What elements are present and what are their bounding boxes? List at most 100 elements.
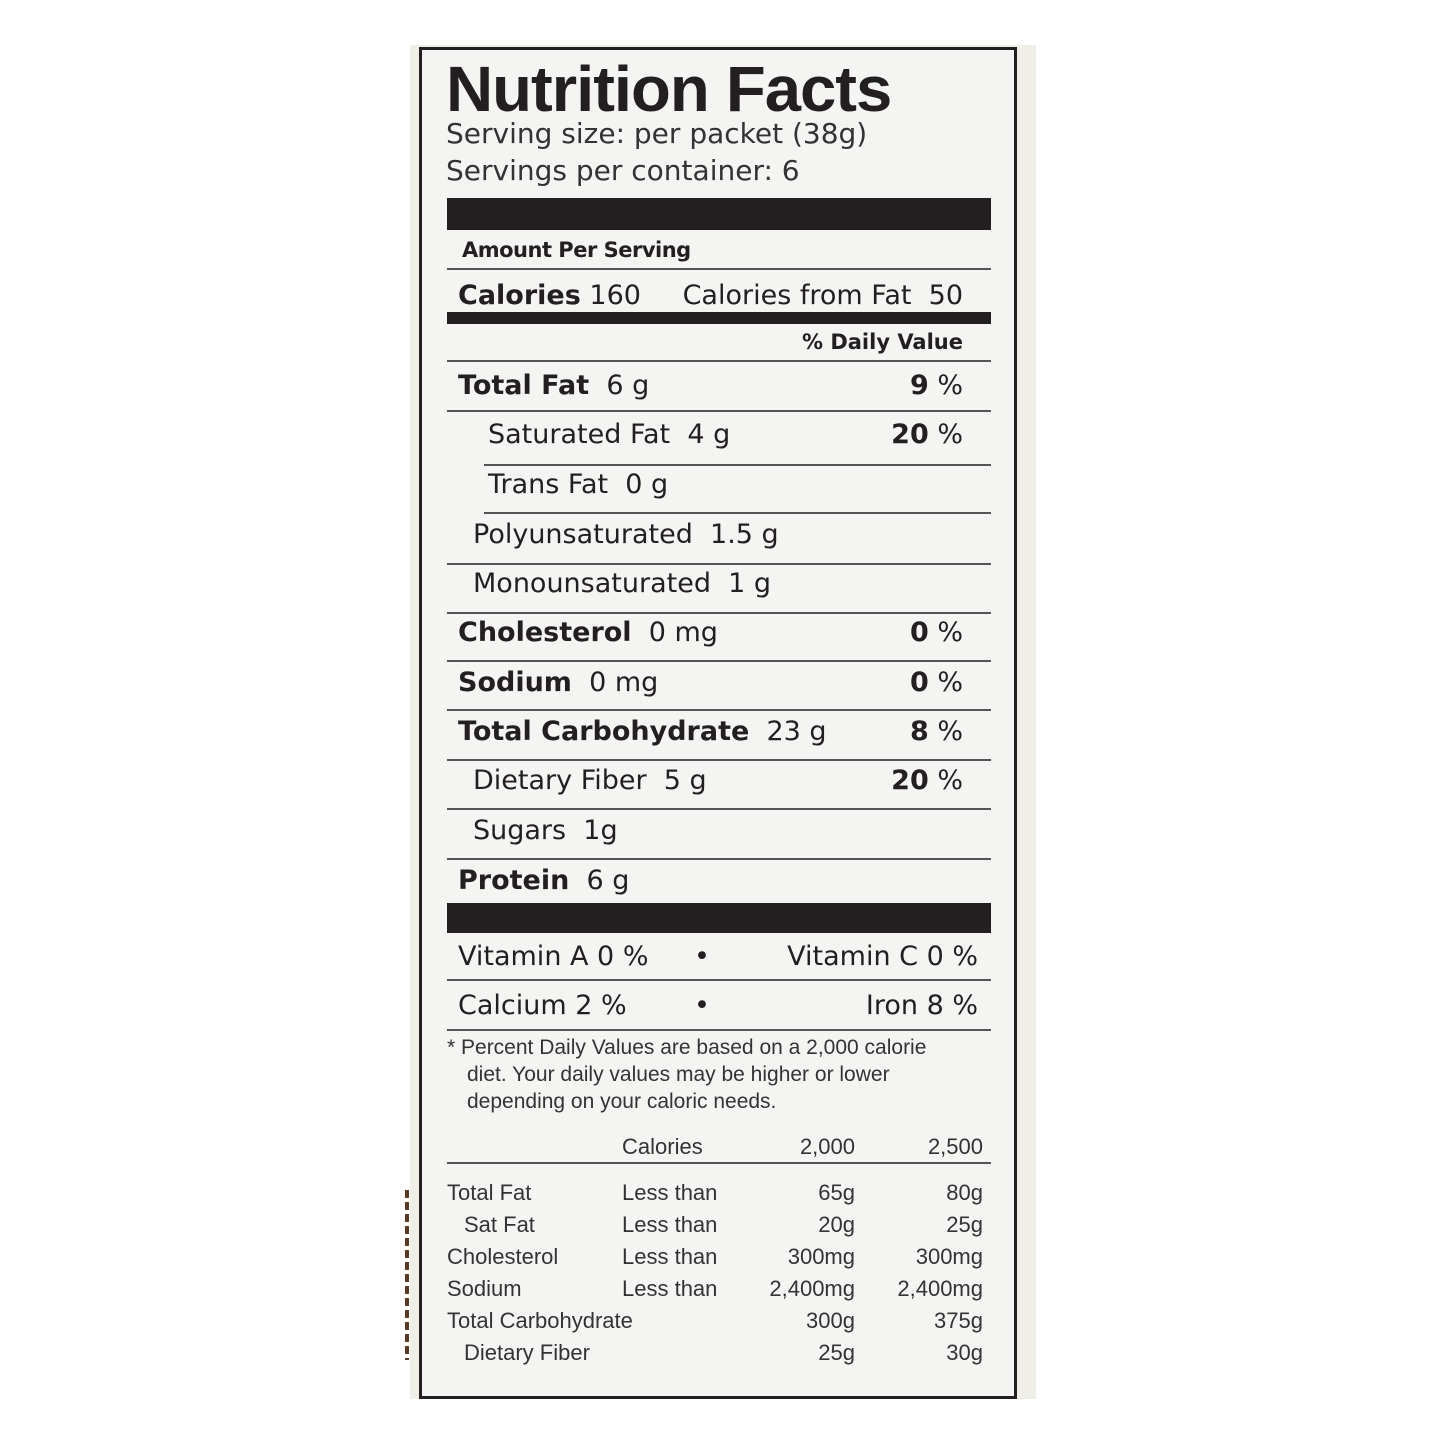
- divider: [447, 1162, 991, 1164]
- footnote-line: depending on your caloric needs.: [467, 1090, 777, 1113]
- daily-value-number: 20: [891, 765, 929, 796]
- nutrition-label: [419, 47, 1017, 1399]
- nutrient-row: Monounsaturated 1 g: [0, 564, 1445, 604]
- divider: [447, 268, 991, 270]
- divider: [447, 612, 991, 614]
- vitamin-right: Iron 8 %: [865, 990, 978, 1021]
- table-cell: 300mg: [787, 1244, 855, 1269]
- nutrient-row: Saturated Fat 4 g 20 %: [0, 415, 1445, 455]
- nutrient-row: Protein 6 g: [0, 861, 1445, 901]
- nutrient-name: Polyunsaturated: [473, 519, 693, 550]
- nutrient-row: Total Fat 6 g 9 %: [0, 366, 1445, 406]
- table-cell: 2,400mg: [897, 1276, 983, 1301]
- daily-value-percent: 20 %: [891, 415, 963, 455]
- percent-sign: %: [937, 765, 963, 796]
- medium-divider: [447, 312, 991, 324]
- divider: [447, 808, 991, 810]
- table-row-label: Sodium: [447, 1276, 522, 1301]
- nutrient-row: Sodium 0 mg 0 %: [0, 663, 1445, 703]
- nutrient-amount: 1 g: [728, 568, 772, 599]
- calories-label: Calories: [458, 280, 581, 311]
- amount-per-serving: Amount Per Serving: [462, 238, 691, 262]
- nutrient-row: Dietary Fiber 5 g 20 %: [0, 761, 1445, 801]
- table-row-label: Dietary Fiber: [464, 1340, 590, 1365]
- vitamin-right: Vitamin C 0 %: [787, 941, 978, 972]
- table-cell: 80g: [946, 1180, 983, 1205]
- bullet: •: [694, 990, 710, 1021]
- daily-value-number: 20: [891, 419, 929, 450]
- divider: [447, 759, 991, 761]
- calories-row: Calories 160 Calories from Fat 50: [0, 276, 1445, 316]
- percent-sign: %: [937, 370, 963, 401]
- table-cell: 25g: [946, 1212, 983, 1237]
- table-cell: 300mg: [915, 1244, 983, 1269]
- thick-divider: [447, 198, 991, 230]
- nutrient-name: Sodium: [458, 667, 572, 698]
- nutrient-row: Polyunsaturated 1.5 g: [0, 515, 1445, 555]
- serving-size: Serving size: per packet (38g): [446, 117, 868, 150]
- servings-per-container: Servings per container: 6: [446, 154, 800, 187]
- footnote-line: diet. Your daily values may be higher or…: [467, 1063, 890, 1086]
- table-cell: 375g: [934, 1308, 983, 1333]
- nutrient-name: Protein: [458, 865, 570, 896]
- table-row-label: Total Fat: [447, 1180, 532, 1205]
- daily-value-percent: 20 %: [891, 761, 963, 801]
- label-title: Nutrition Facts: [446, 53, 892, 125]
- daily-value-percent: 0 %: [910, 613, 963, 653]
- nutrient-amount: 5 g: [663, 765, 707, 796]
- daily-value-number: 9: [909, 370, 929, 401]
- table-row-label: Cholesterol: [447, 1244, 559, 1269]
- daily-value-number: 0: [909, 667, 929, 698]
- table-cell: Less than: [622, 1180, 718, 1205]
- footnote-line: * Percent Daily Values are based on a 2,…: [447, 1036, 927, 1059]
- nutrient-amount: 1g: [583, 815, 618, 846]
- table-cell: 2,400mg: [769, 1276, 855, 1301]
- nutrient-row: Trans Fat 0 g: [0, 465, 1445, 505]
- daily-value-number: 8: [909, 716, 929, 747]
- package-edge-pattern: [405, 1190, 409, 1360]
- divider: [447, 979, 991, 981]
- table-cell: Calories: [622, 1134, 703, 1159]
- nutrient-name: Cholesterol: [458, 617, 632, 648]
- daily-value-percent: 0 %: [910, 663, 963, 703]
- daily-value-number: 0: [909, 617, 929, 648]
- bullet: •: [694, 941, 710, 972]
- nutrient-row: Total Carbohydrate 23 g 8 %: [0, 712, 1445, 752]
- percent-sign: %: [937, 716, 963, 747]
- divider: [484, 464, 991, 466]
- table-cell: 300g: [806, 1308, 855, 1333]
- nutrient-amount: 6 g: [606, 370, 650, 401]
- table-cell: 25g: [818, 1340, 855, 1365]
- nutrient-name: Dietary Fiber: [473, 765, 647, 796]
- nutrient-amount: 4 g: [687, 419, 731, 450]
- divider: [447, 563, 991, 565]
- divider: [447, 410, 991, 412]
- daily-value-header: % Daily Value: [801, 330, 963, 354]
- nutrient-name: Monounsaturated: [473, 568, 711, 599]
- vitamin-left: Vitamin A 0 %: [458, 941, 649, 972]
- percent-sign: %: [937, 667, 963, 698]
- nutrient-name: Sugars: [473, 815, 567, 846]
- divider: [447, 360, 991, 362]
- vitamin-row: Vitamin A 0 % • Vitamin C 0 %: [0, 937, 1445, 977]
- table-cell: Less than: [622, 1244, 718, 1269]
- calories-from-fat-value: 50: [928, 280, 963, 311]
- nutrient-amount: 0 mg: [648, 617, 718, 648]
- table-cell: 65g: [818, 1180, 855, 1205]
- nutrient-amount: 6 g: [586, 865, 630, 896]
- nutrient-name: Saturated Fat: [488, 419, 671, 450]
- vitamin-left: Calcium 2 %: [458, 990, 627, 1021]
- table-cell: 2,500: [927, 1134, 983, 1159]
- nutrient-name: Total Fat: [458, 370, 590, 401]
- daily-value-percent: 9 %: [910, 366, 963, 406]
- table-row-label: Total Carbohydrate: [447, 1308, 633, 1333]
- calories-from-fat-label: Calories from Fat: [682, 280, 912, 311]
- table-cell: 2,000: [799, 1134, 855, 1159]
- table-cell: Less than: [622, 1276, 718, 1301]
- nutrient-row: Cholesterol 0 mg 0 %: [0, 613, 1445, 653]
- nutrient-amount: 23 g: [766, 716, 827, 747]
- nutrient-amount: 0 g: [625, 469, 669, 500]
- percent-sign: %: [937, 617, 963, 648]
- nutrient-row: Sugars 1g: [0, 811, 1445, 851]
- nutrient-name: Total Carbohydrate: [458, 716, 750, 747]
